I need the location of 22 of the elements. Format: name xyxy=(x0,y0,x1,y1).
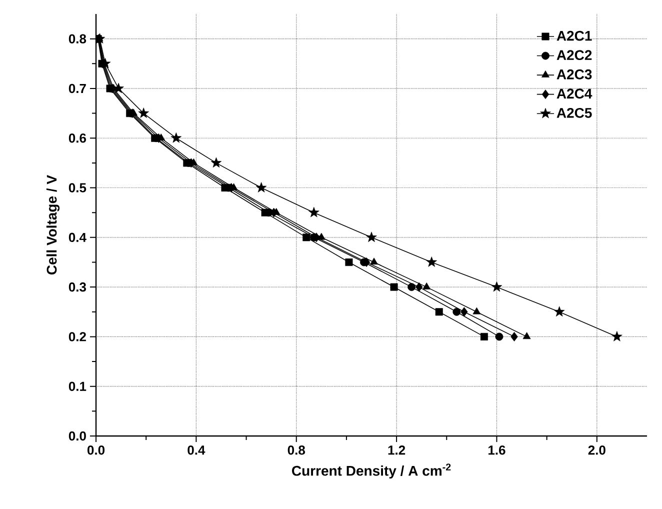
x-tick-label: 2.0 xyxy=(588,446,606,455)
legend-label: A2C5 xyxy=(556,108,592,118)
x-tick-label: 1.2 xyxy=(388,446,406,455)
x-tick-label: 0.8 xyxy=(288,446,306,455)
legend-label: A2C4 xyxy=(556,88,592,99)
y-tick-label: 0.4 xyxy=(68,232,86,242)
x-tick-label: 0.4 xyxy=(188,446,206,455)
x-axis-title: Current Density / A cm$^{-2}$ xyxy=(292,464,451,479)
y-tick-label: 0.6 xyxy=(68,134,86,143)
y-tick-label: 0.1 xyxy=(68,382,86,391)
x-tick-label: 0.0 xyxy=(87,446,105,455)
y-tick-label: 0.8 xyxy=(68,34,86,44)
y-tick-label: 0.2 xyxy=(68,332,86,342)
legend-label: A2C2 xyxy=(556,50,592,60)
legend-label: A2C3 xyxy=(556,69,592,80)
y-axis-title: Cell Voltage / V xyxy=(46,175,60,274)
y-tick-label: 0.3 xyxy=(68,282,86,292)
x-tick-label: 1.6 xyxy=(488,446,506,455)
y-tick-label: 0.5 xyxy=(68,183,86,192)
y-tick-label: 0.7 xyxy=(68,84,86,94)
y-tick-label: 0.0 xyxy=(68,431,86,441)
legend-label: A2C1 xyxy=(556,30,592,41)
